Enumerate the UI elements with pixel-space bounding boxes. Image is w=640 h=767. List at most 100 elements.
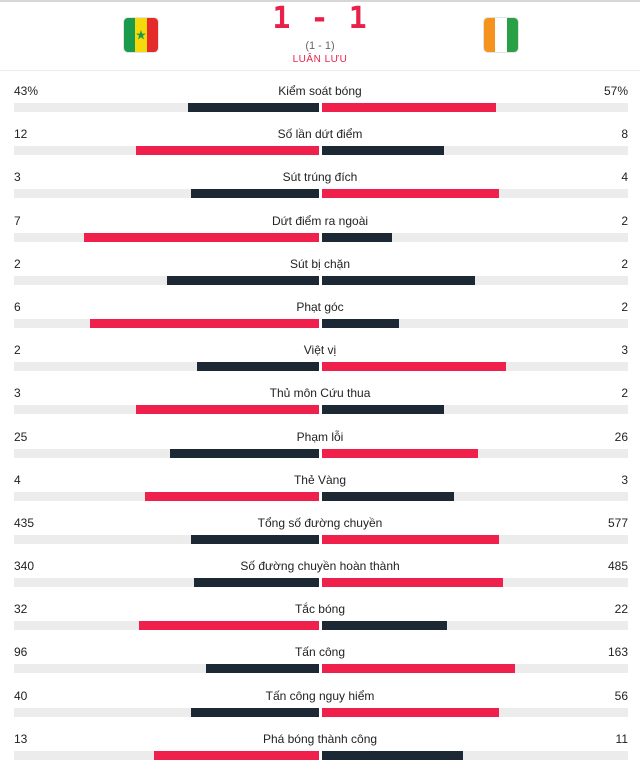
stat-row: 40 Tấn công nguy hiểm 56 <box>0 681 640 724</box>
stat-home-bar <box>90 318 319 328</box>
stat-row: 3 Thủ môn Cứu thua 2 <box>0 378 640 421</box>
stat-away-bar <box>322 275 475 285</box>
stat-away-value: 2 <box>621 213 628 228</box>
stat-label: Tắc bóng <box>294 602 346 617</box>
stat-row: 435 Tổng số đường chuyền 577 <box>0 508 640 551</box>
stat-home-value: 3 <box>14 386 21 401</box>
stat-away-track <box>322 318 628 328</box>
stat-row: 340 Số đường chuyền hoàn thành 485 <box>0 551 640 594</box>
senegal-flag-icon[interactable] <box>124 18 158 52</box>
stat-away-bar <box>322 750 463 760</box>
stat-away-bar <box>322 707 500 717</box>
stat-away-bar <box>322 664 515 674</box>
stat-row: 32 Tắc bóng 22 <box>0 594 640 637</box>
stat-row: 2 Việt vị 3 <box>0 335 640 378</box>
stat-away-bar <box>322 189 500 199</box>
stat-home-value: 13 <box>14 731 28 746</box>
stat-home-bar <box>145 491 319 501</box>
stat-label: Tổng số đường chuyền <box>257 515 383 530</box>
stat-home-value: 32 <box>14 602 28 617</box>
stat-row: 25 Phạm lỗi 26 <box>0 422 640 465</box>
stat-home-track <box>14 578 319 588</box>
stat-home-track <box>14 750 319 760</box>
stat-row: 96 Tấn công 163 <box>0 637 640 680</box>
stat-row: 43% Kiểm soát bóng 57% <box>0 76 640 119</box>
stat-away-bar <box>322 621 448 631</box>
stat-label: Phá bóng thành công <box>262 731 378 746</box>
stat-home-value: 6 <box>14 299 21 314</box>
stat-away-value: 8 <box>621 127 628 142</box>
stat-home-track <box>14 491 319 501</box>
stat-label: Việt vị <box>303 343 337 358</box>
ivory-coast-flag-icon[interactable] <box>484 18 518 52</box>
flag-band-white <box>495 18 507 52</box>
stat-label: Phạt góc <box>296 299 344 314</box>
stat-home-bar <box>139 621 319 631</box>
stat-away-value: 56 <box>614 688 628 703</box>
stat-home-value: 2 <box>14 343 21 358</box>
top-divider <box>0 0 640 2</box>
stat-row: 13 Phá bóng thành công 11 <box>0 724 640 767</box>
stat-away-bar <box>322 448 479 458</box>
stat-home-bar <box>193 578 319 588</box>
stat-away-value: 11 <box>615 731 628 746</box>
stat-row: 4 Thẻ Vàng 3 <box>0 465 640 508</box>
stat-row: 7 Dứt điểm ra ngoài 2 <box>0 206 640 249</box>
flag-band-orange <box>484 18 496 52</box>
penalty-score: (1 - 1) <box>305 40 335 52</box>
stat-away-track <box>322 405 628 415</box>
stat-home-bar <box>190 189 319 199</box>
stat-label: Số đường chuyền hoàn thành <box>240 559 400 574</box>
stat-away-bar <box>322 578 503 588</box>
stat-label: Sút bị chặn <box>289 256 351 271</box>
stat-away-track <box>322 146 628 156</box>
stat-away-bar <box>322 534 500 544</box>
stat-away-bar <box>322 232 393 242</box>
stat-home-value: 2 <box>14 256 21 271</box>
stat-home-value: 12 <box>14 127 28 142</box>
stat-label: Thủ môn Cứu thua <box>269 386 371 401</box>
flag-band-green <box>124 18 136 52</box>
stat-away-track <box>322 232 628 242</box>
stat-home-bar <box>166 275 319 285</box>
flag-band-green <box>506 18 518 52</box>
stat-away-value: 485 <box>607 559 628 574</box>
stat-away-track <box>322 103 628 112</box>
stat-away-track <box>322 362 628 372</box>
stat-home-track <box>14 189 319 199</box>
stat-home-track <box>14 405 319 415</box>
stat-away-value: 4 <box>621 170 628 185</box>
stat-away-value: 577 <box>607 515 628 530</box>
stat-home-bar <box>197 362 319 372</box>
stat-away-track <box>322 491 628 501</box>
stat-label: Phạm lỗi <box>296 429 344 444</box>
stat-away-bar <box>322 146 445 156</box>
match-score: 1 - 1 <box>272 1 368 36</box>
stat-home-value: 435 <box>14 515 35 530</box>
stat-home-track <box>14 448 319 458</box>
stat-away-value: 163 <box>607 645 628 660</box>
stat-home-track <box>14 707 319 717</box>
stat-home-track <box>14 664 319 674</box>
stat-label: Tấn công <box>294 645 346 660</box>
stat-away-track <box>322 534 628 544</box>
stat-row: 12 Số lần dứt điểm 8 <box>0 119 640 162</box>
stat-home-value: 43% <box>14 84 39 98</box>
stat-label: Dứt điểm ra ngoài <box>271 213 369 228</box>
stat-away-track <box>322 621 628 631</box>
stat-away-track <box>322 189 628 199</box>
stat-home-value: 7 <box>14 213 21 228</box>
stat-home-track <box>14 146 319 156</box>
stat-home-value: 96 <box>14 645 28 660</box>
stat-home-track <box>14 232 319 242</box>
stat-away-track <box>322 578 628 588</box>
stat-home-value: 25 <box>14 429 28 444</box>
flag-band-red <box>146 18 158 52</box>
stat-away-track <box>322 750 628 760</box>
stat-home-value: 340 <box>14 559 35 574</box>
stat-home-value: 4 <box>14 472 21 487</box>
stat-home-bar <box>206 664 319 674</box>
stat-away-track <box>322 664 628 674</box>
stat-away-track <box>322 275 628 285</box>
stat-away-bar <box>322 405 445 415</box>
